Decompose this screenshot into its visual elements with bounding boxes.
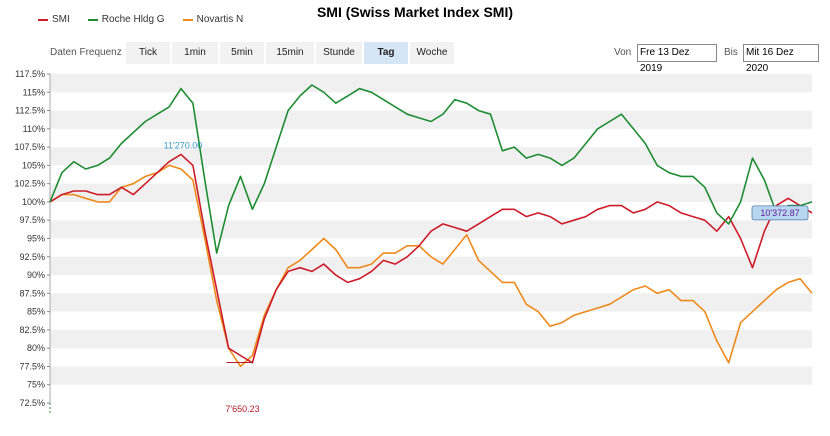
freq-button-tag[interactable]: Tag bbox=[364, 42, 408, 64]
y-tick-label: 75% bbox=[27, 380, 45, 390]
y-tick-label: 115% bbox=[23, 87, 45, 97]
from-date-field[interactable]: Fre 13 Dez 2019 bbox=[637, 44, 717, 74]
series-line-novartis-n[interactable] bbox=[49, 164, 813, 368]
grid-band bbox=[50, 74, 812, 93]
legend-item-smi[interactable]: SMI bbox=[38, 14, 70, 25]
grid-band bbox=[50, 293, 812, 312]
grid-band bbox=[50, 183, 812, 202]
freq-button-15min[interactable]: 15min bbox=[266, 42, 314, 64]
series-lines bbox=[49, 84, 813, 368]
legend-label-novartis: Novartis N bbox=[196, 14, 244, 25]
freq-button-woche[interactable]: Woche bbox=[410, 42, 454, 64]
to-label: Bis bbox=[724, 47, 738, 58]
y-tick-label: 85% bbox=[27, 307, 45, 317]
chart-title: SMI (Swiss Market Index SMI) bbox=[316, 4, 514, 20]
legend-item-roche[interactable]: Roche Hldg G bbox=[87, 14, 165, 25]
y-tick-label: 90% bbox=[27, 270, 45, 280]
y-tick-label: 82.5% bbox=[19, 325, 45, 335]
freq-button-stunde[interactable]: Stunde bbox=[316, 42, 362, 64]
grid-band bbox=[50, 220, 812, 239]
legend-swatch-roche bbox=[87, 18, 98, 21]
y-tick-label: 117.5% bbox=[15, 69, 45, 79]
grid-band bbox=[50, 366, 812, 385]
to-date-field[interactable]: Mit 16 Dez 2020 bbox=[743, 44, 819, 74]
y-tick-label: 95% bbox=[27, 234, 45, 244]
series-line-smi[interactable] bbox=[49, 153, 813, 364]
y-tick-label: 105% bbox=[22, 160, 45, 170]
annotation-high: 11'270.00 bbox=[164, 140, 203, 150]
y-tick-label: 97.5% bbox=[19, 215, 45, 225]
legend-label-roche: Roche Hldg G bbox=[101, 14, 165, 25]
y-tick-label: 77.5% bbox=[19, 361, 45, 371]
annotation-low: 7'650.23 bbox=[225, 404, 259, 414]
legend-item-novartis[interactable]: Novartis N bbox=[182, 14, 244, 25]
y-tick-label: 72.5% bbox=[19, 398, 45, 408]
freq-button-1min[interactable]: 1min bbox=[172, 42, 218, 64]
y-tick-label: 107.5% bbox=[14, 142, 45, 152]
annotation-last-value: 10'372.87 bbox=[760, 208, 799, 218]
series-line-roche-hldg-g[interactable] bbox=[49, 84, 813, 254]
last-value-box bbox=[751, 205, 809, 221]
y-tick-label: 112.5% bbox=[15, 106, 45, 116]
y-tick-label: 100% bbox=[22, 197, 45, 207]
annotations: 11'270.00 7'650.23 10'372.87 bbox=[164, 140, 809, 414]
freq-button-tick[interactable]: Tick bbox=[126, 42, 170, 64]
legend: SMI Roche Hldg G Novartis N bbox=[38, 14, 243, 25]
y-tick-label: 102.5% bbox=[14, 179, 45, 189]
frequency-label: Daten Frequenz bbox=[50, 47, 122, 58]
freq-button-5min[interactable]: 5min bbox=[220, 42, 264, 64]
legend-swatch-novartis bbox=[182, 18, 193, 21]
grid-band bbox=[50, 256, 812, 276]
grid-band bbox=[50, 329, 812, 349]
y-tick-label: 92.5% bbox=[19, 252, 45, 262]
y-tick-label: 110% bbox=[23, 124, 45, 134]
y-tick-label: 87.5% bbox=[19, 288, 45, 298]
y-tick-label: 80% bbox=[27, 343, 45, 353]
legend-label-smi: SMI bbox=[52, 14, 70, 25]
grid-band bbox=[50, 147, 812, 166]
grid-band bbox=[50, 110, 812, 129]
y-axis: 117.5% 115% 112.5% 110% 107.5% 105% 102.5% 100%… bbox=[14, 69, 51, 415]
legend-swatch-smi bbox=[38, 18, 48, 21]
grid-bands bbox=[50, 74, 812, 385]
from-label: Von bbox=[614, 47, 632, 58]
